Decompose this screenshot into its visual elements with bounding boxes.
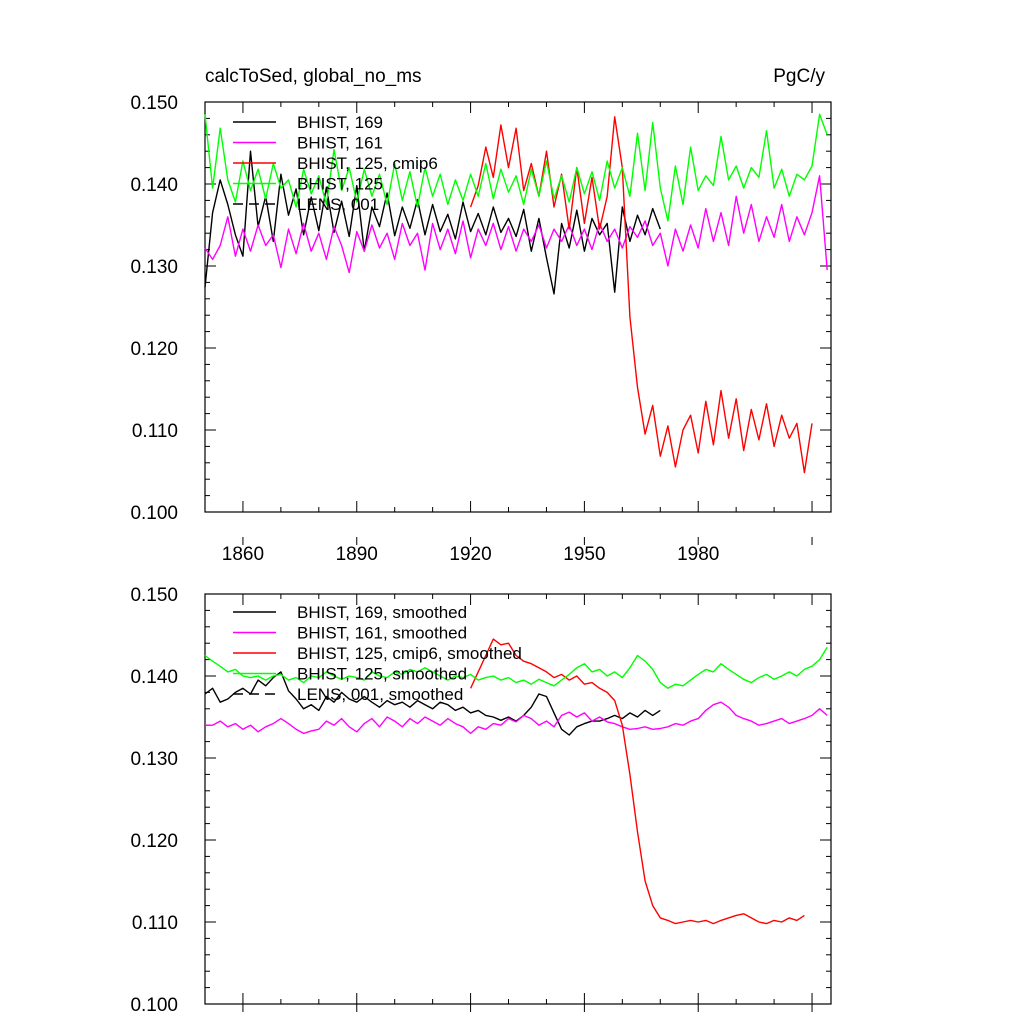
series-line [204, 671, 661, 736]
y-tick-label: 0.150 [130, 585, 178, 606]
y-tick-label: 0.130 [130, 257, 178, 278]
legend-label: BHIST, 169 [297, 113, 383, 132]
legend-label: BHIST, 169, smoothed [297, 603, 467, 622]
series-line [204, 175, 828, 274]
y-tick-label: 0.120 [130, 339, 178, 360]
x-tick-label: 1890 [336, 544, 378, 565]
y-tick-label: 0.130 [130, 749, 178, 770]
plot-frame [204, 101, 832, 513]
chart-title: calcToSed, global_no_ms [205, 66, 422, 87]
legend-label: BHIST, 161 [297, 134, 383, 153]
y-tick-label: 0.100 [130, 503, 178, 524]
legend-label: BHIST, 125, smoothed [297, 665, 467, 684]
legend-label: BHIST, 161, smoothed [297, 624, 467, 643]
bottom-panel: 0.100 0.110 0.120 0.130 0.140 0.150 BHIST, 169… [130, 585, 832, 1016]
x-tick-label: 1980 [677, 544, 719, 565]
legend-label: LENS, 001 [297, 195, 379, 214]
legend-label: BHIST, 125, cmip6, smoothed [297, 644, 522, 663]
series-line [469, 116, 813, 474]
y-tick-label: 0.140 [130, 175, 178, 196]
legend-label: LENS, 001, smoothed [297, 685, 463, 704]
top-panel: 0.100 0.110 0.120 0.130 0.140 0.150 1860 1890 19… [130, 66, 832, 565]
legend-label: BHIST, 125 [297, 175, 383, 194]
units-label: PgC/y [773, 66, 825, 87]
x-tick-label: 1950 [563, 544, 605, 565]
series-line [204, 113, 828, 222]
y-tick-label: 0.110 [132, 913, 178, 934]
y-tick-label: 0.100 [130, 995, 178, 1016]
x-tick-label: 1920 [449, 544, 491, 565]
series-line [205, 701, 828, 735]
y-tick-label: 0.150 [130, 93, 178, 114]
series-line [469, 638, 805, 925]
legend-label: BHIST, 125, cmip6 [297, 154, 438, 173]
plot-frame [204, 593, 832, 1005]
y-tick-label: 0.120 [130, 831, 178, 852]
x-tick-label: 1860 [222, 544, 264, 565]
series-line [204, 646, 828, 689]
y-tick-label: 0.140 [130, 667, 178, 688]
series-line [204, 150, 661, 295]
y-tick-label: 0.110 [132, 421, 178, 442]
